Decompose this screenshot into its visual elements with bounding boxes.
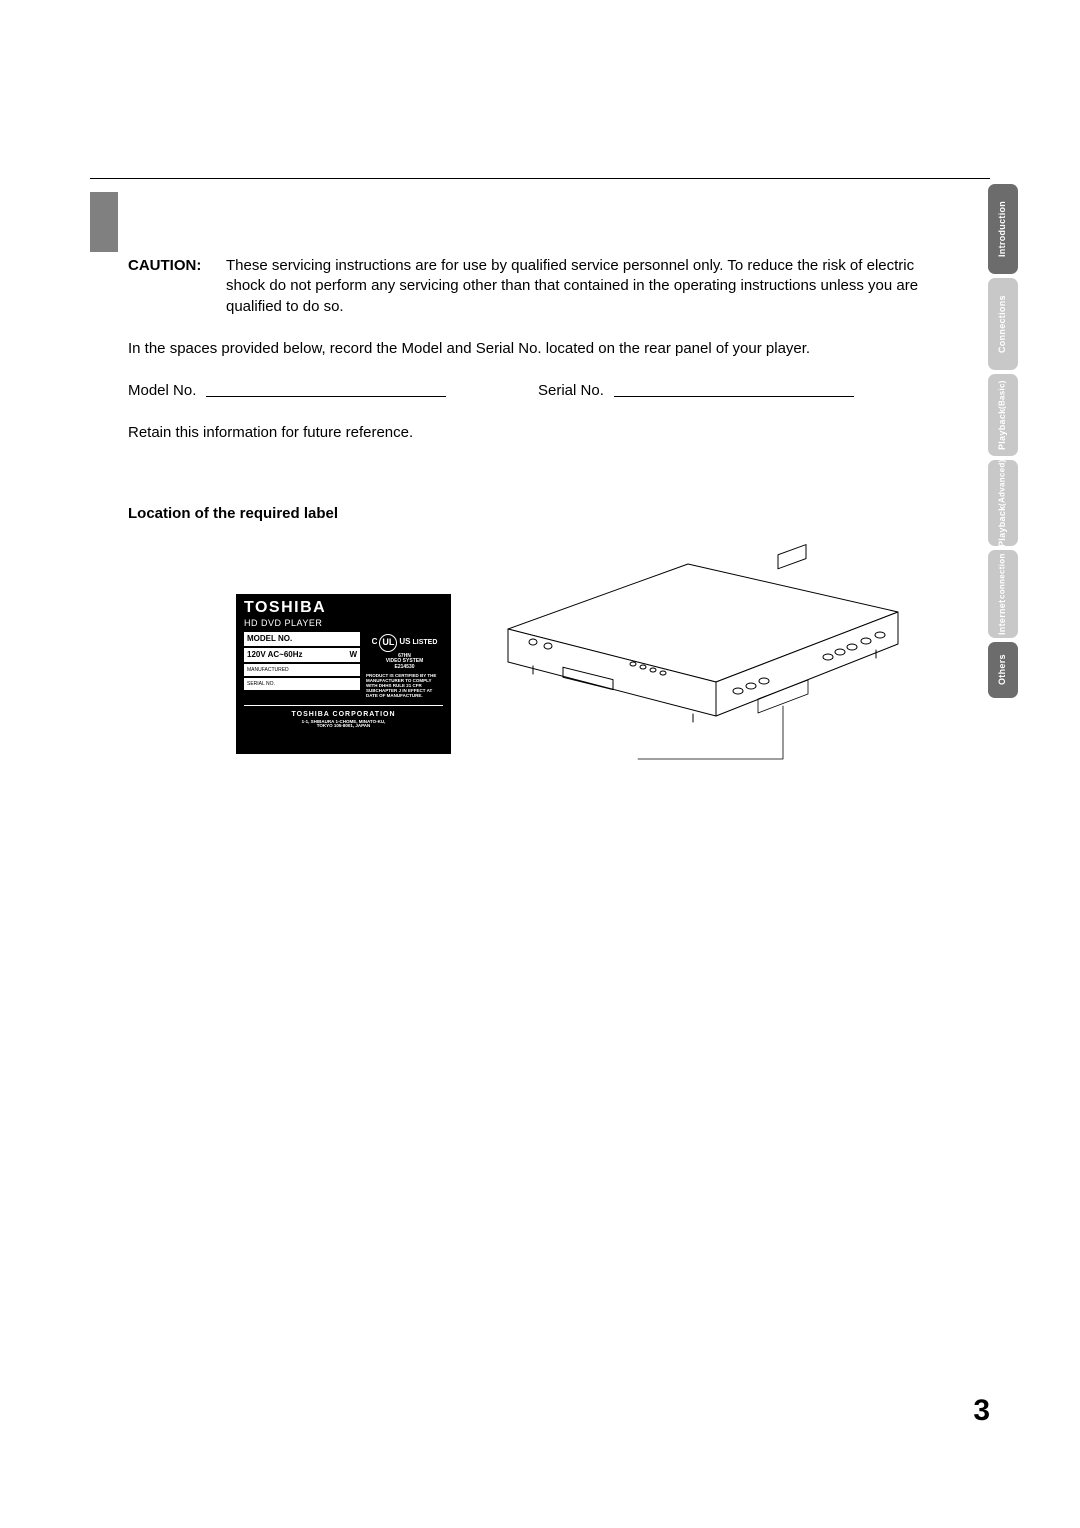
- tab-label: Internet: [998, 599, 1008, 634]
- label-grid: MODEL NO. 120V AC~60Hz W MANUFACTURED SE…: [244, 632, 443, 699]
- label-addr2: TOKYO 105-8001, JAPAN: [244, 724, 443, 729]
- label-watt: W: [349, 650, 357, 661]
- tab-sublabel: connection: [999, 553, 1008, 599]
- record-instruction: In the spaces provided below, record the…: [128, 339, 948, 359]
- ul-listed: LISTED: [413, 639, 438, 647]
- model-field: Model No.: [128, 381, 538, 401]
- tab-label: Playback: [998, 409, 1008, 450]
- label-right-col: C UL US LISTED 67HN VIDEO SYSTEM E214530…: [360, 632, 443, 699]
- ul-circle-icon: UL: [379, 634, 397, 652]
- caution-text: These servicing instructions are for use…: [226, 256, 948, 317]
- model-serial-row: Model No. Serial No.: [128, 381, 948, 401]
- model-label: Model No.: [128, 381, 196, 401]
- serial-label: Serial No.: [538, 381, 604, 401]
- cert-text: PRODUCT IS CERTIFIED BY THE MANUFACTURER…: [366, 674, 443, 699]
- tab-others[interactable]: Others: [988, 642, 1018, 698]
- caution-row: CAUTION: These servicing instructions ar…: [128, 256, 948, 317]
- serial-field: Serial No.: [538, 381, 948, 401]
- tab-label: Playback: [998, 506, 1008, 547]
- tab-internet-connection[interactable]: Internet connection: [988, 550, 1018, 638]
- tab-sublabel: (Basic): [999, 380, 1008, 409]
- label-manufactured-box: MANUFACTURED: [244, 664, 360, 676]
- ul-c: C: [372, 638, 378, 647]
- tab-connections[interactable]: Connections: [988, 278, 1018, 370]
- ul-code-3: E214530: [366, 665, 443, 671]
- tab-sublabel: (Advanced): [999, 459, 1008, 506]
- label-voltage: 120V AC~60Hz: [247, 650, 303, 661]
- caution-label: CAUTION:: [128, 256, 226, 317]
- ul-us: US: [399, 638, 410, 647]
- tab-introduction[interactable]: Introduction: [988, 184, 1018, 274]
- label-model-box: MODEL NO.: [244, 632, 360, 646]
- gray-accent-block: [90, 192, 118, 252]
- player-illustration: [478, 534, 908, 814]
- diagram-area: TOSHIBA HD DVD PLAYER MODEL NO. 120V AC~…: [128, 554, 948, 814]
- location-heading: Location of the required label: [128, 504, 948, 524]
- label-voltage-box: 120V AC~60Hz W: [244, 648, 360, 662]
- serial-blank-line: [614, 396, 854, 397]
- label-product: HD DVD PLAYER: [244, 617, 443, 629]
- tab-playback-advanced[interactable]: Playback (Advanced): [988, 460, 1018, 546]
- tab-playback-basic[interactable]: Playback (Basic): [988, 374, 1018, 456]
- model-blank-line: [206, 396, 446, 397]
- retain-note: Retain this information for future refer…: [128, 423, 948, 443]
- label-serial-box: SERIAL NO.: [244, 678, 360, 690]
- label-left-col: MODEL NO. 120V AC~60Hz W MANUFACTURED SE…: [244, 632, 360, 699]
- label-corp: TOSHIBA CORPORATION: [244, 705, 443, 719]
- content-area: CAUTION: These servicing instructions ar…: [128, 256, 948, 814]
- ul-mark-row: C UL US LISTED: [366, 634, 443, 652]
- page: CAUTION: These servicing instructions ar…: [0, 0, 1080, 1528]
- label-brand: TOSHIBA: [244, 600, 443, 616]
- side-tabs: Introduction Connections Playback (Basic…: [988, 184, 1018, 698]
- rating-label: TOSHIBA HD DVD PLAYER MODEL NO. 120V AC~…: [236, 594, 451, 754]
- top-rule: [90, 178, 990, 179]
- page-number: 3: [973, 1394, 990, 1428]
